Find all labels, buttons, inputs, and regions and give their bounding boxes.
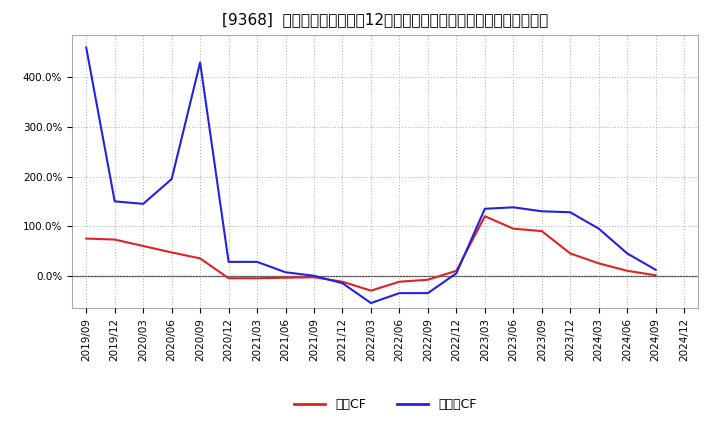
Legend: 営業CF, フリーCF: 営業CF, フリーCF <box>289 393 482 416</box>
Title: [9368]  キャッシュフローの12か月移動合計の対前年同期増減率の推移: [9368] キャッシュフローの12か月移動合計の対前年同期増減率の推移 <box>222 12 549 27</box>
